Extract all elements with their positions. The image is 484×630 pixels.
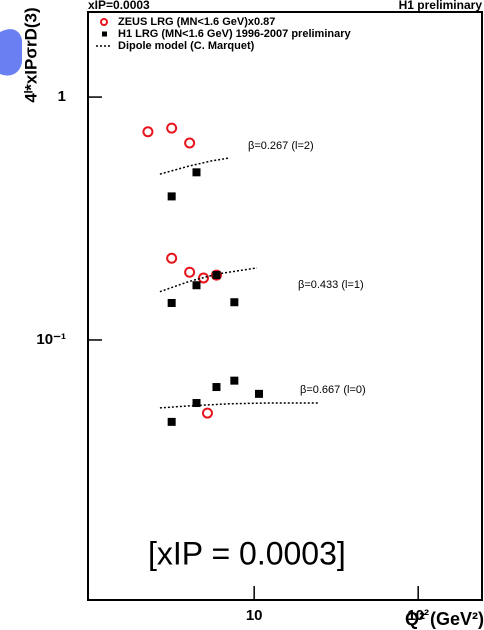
data-point [167, 417, 176, 426]
data-point [167, 298, 176, 307]
annotation: β=0.267 (l=2) [248, 140, 314, 152]
data-point [142, 126, 154, 138]
dipole-line [159, 157, 319, 409]
data-point [192, 168, 201, 177]
data-point [166, 122, 178, 134]
data-point [184, 266, 196, 278]
legend-label: H1 LRG (MN<1.6 GeV) 1996-2007 preliminar… [118, 28, 352, 40]
data-point [192, 399, 201, 408]
x-tick-label: 10 [246, 607, 263, 624]
annotation: β=0.433 (l=1) [298, 279, 364, 291]
data-point [212, 271, 221, 280]
data-point [254, 389, 263, 398]
data-point [167, 192, 176, 201]
legend-label: Dipole model (C. Marquet) [118, 40, 255, 52]
legend-label: ZEUS LRG (MN<1.6 GeV)x0.87 [118, 16, 275, 28]
data-point [184, 137, 196, 149]
data-point [201, 407, 213, 419]
data-point [230, 298, 239, 307]
decoration [0, 29, 22, 76]
chart-title: xIP=0.0003 [88, 0, 150, 12]
legend-marker [102, 31, 107, 37]
data-point [210, 269, 222, 281]
x-tick-label: 10² [407, 607, 429, 624]
y-tick-label: 1 [58, 88, 66, 105]
data-point [230, 376, 239, 385]
plot-frame [87, 11, 483, 601]
data-point [192, 281, 201, 290]
y-tick-label: 10⁻¹ [36, 331, 66, 348]
legend-marker [100, 18, 108, 26]
y-axis-label: 4ˡ*xIPσrD(3) [21, 7, 40, 102]
data-point [212, 383, 221, 392]
x-axis-label: Q² (GeV²) [405, 609, 484, 629]
annotation: β=0.667 (l=0) [300, 384, 366, 396]
data-point [198, 272, 210, 284]
annotation: [xIP = 0.0003] [148, 535, 346, 571]
chart-subtitle: H1 preliminary [399, 0, 483, 12]
data-point [166, 252, 178, 264]
